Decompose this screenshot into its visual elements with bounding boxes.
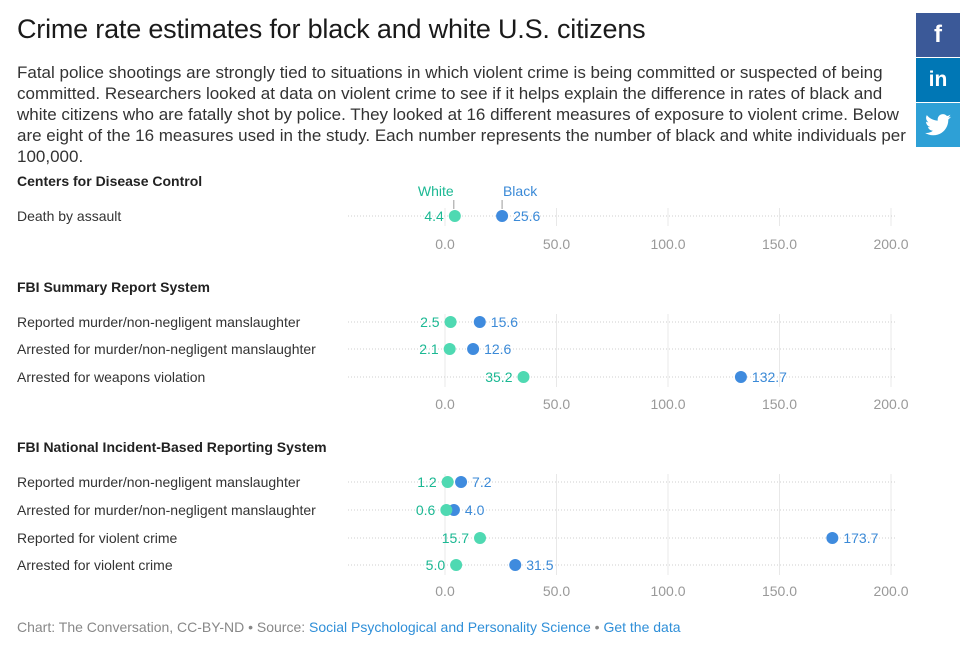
white-dot	[448, 210, 461, 222]
white-value-label: 5.0	[426, 557, 446, 573]
x-tick-label: 200.0	[873, 396, 908, 412]
white-value-label: 4.4	[424, 208, 444, 224]
white-dot	[444, 316, 457, 328]
white-value-label: 2.1	[419, 341, 439, 357]
white-dot	[474, 532, 487, 544]
black-dot	[467, 343, 480, 355]
white-value-label: 2.5	[420, 314, 440, 330]
black-value-label: 12.6	[484, 341, 511, 357]
black-dot	[734, 371, 747, 383]
black-value-label: 25.6	[513, 208, 540, 224]
black-value-label: 4.0	[465, 502, 485, 518]
facebook-icon: f	[934, 21, 942, 48]
x-tick-label: 100.0	[650, 396, 685, 412]
x-tick-label: 100.0	[650, 583, 685, 599]
get-data-link[interactable]: Get the data	[603, 619, 681, 635]
twitter-icon	[925, 114, 951, 136]
black-dot	[473, 316, 486, 328]
row-label: Arrested for violent crime	[17, 557, 173, 573]
dot-chart: Centers for Disease Control Death by assa…	[17, 173, 909, 599]
black-value-label: 7.2	[472, 474, 492, 490]
x-tick-label: 200.0	[873, 236, 908, 252]
black-value-label: 173.7	[843, 530, 878, 546]
white-value-label: 15.7	[442, 530, 469, 546]
chart-description: Fatal police shootings are strongly tied…	[17, 63, 906, 166]
black-value-label: 15.6	[491, 314, 518, 330]
row-label: Arrested for murder/non-negligent mansla…	[17, 341, 316, 357]
row-label: Reported for violent crime	[17, 530, 178, 546]
x-tick-label: 0.0	[435, 583, 455, 599]
linkedin-icon: in	[928, 68, 948, 91]
x-tick-label: 200.0	[873, 583, 908, 599]
chart-title: Crime rate estimates for black and white…	[17, 14, 646, 44]
twitter-share-button[interactable]	[916, 103, 960, 147]
group-title: FBI National Incident-Based Reporting Sy…	[17, 439, 327, 455]
black-value-label: 31.5	[526, 557, 553, 573]
white-dot	[450, 559, 463, 571]
legend-white-label: White	[418, 183, 454, 199]
x-tick-label: 0.0	[435, 396, 455, 412]
black-value-label: 132.7	[752, 369, 787, 385]
x-tick-label: 50.0	[543, 583, 570, 599]
x-tick-label: 150.0	[762, 583, 797, 599]
x-tick-label: 50.0	[543, 396, 570, 412]
black-dot	[496, 210, 509, 222]
white-dot	[443, 343, 456, 355]
white-dot	[441, 476, 454, 488]
chart-footer: Chart: The Conversation, CC-BY-ND • Sour…	[17, 619, 681, 635]
row-label: Arrested for weapons violation	[17, 369, 205, 385]
black-dot	[455, 476, 468, 488]
row-label: Reported murder/non-negligent manslaught…	[17, 314, 301, 330]
x-tick-label: 0.0	[435, 236, 455, 252]
facebook-share-button[interactable]: f	[916, 13, 960, 57]
x-tick-label: 150.0	[762, 396, 797, 412]
source-link[interactable]: Social Psychological and Personality Sci…	[309, 619, 591, 635]
row-label: Reported murder/non-negligent manslaught…	[17, 474, 301, 490]
white-dot	[440, 504, 453, 516]
group-title: FBI Summary Report System	[17, 279, 210, 295]
x-tick-label: 150.0	[762, 236, 797, 252]
footer-credit: Chart: The Conversation, CC-BY-ND • Sour…	[17, 619, 310, 635]
black-dot	[509, 559, 522, 571]
x-tick-label: 100.0	[650, 236, 685, 252]
white-value-label: 35.2	[485, 369, 512, 385]
linkedin-share-button[interactable]: in	[916, 58, 960, 102]
x-tick-label: 50.0	[543, 236, 570, 252]
footer-separator: •	[590, 619, 604, 635]
share-bar: f in	[916, 13, 960, 148]
group-title: Centers for Disease Control	[17, 173, 202, 189]
legend-black-label: Black	[503, 183, 538, 199]
black-dot	[826, 532, 839, 544]
white-value-label: 0.6	[416, 502, 436, 518]
row-label: Arrested for murder/non-negligent mansla…	[17, 502, 316, 518]
white-dot	[517, 371, 530, 383]
white-value-label: 1.2	[417, 474, 437, 490]
row-label: Death by assault	[17, 208, 121, 224]
